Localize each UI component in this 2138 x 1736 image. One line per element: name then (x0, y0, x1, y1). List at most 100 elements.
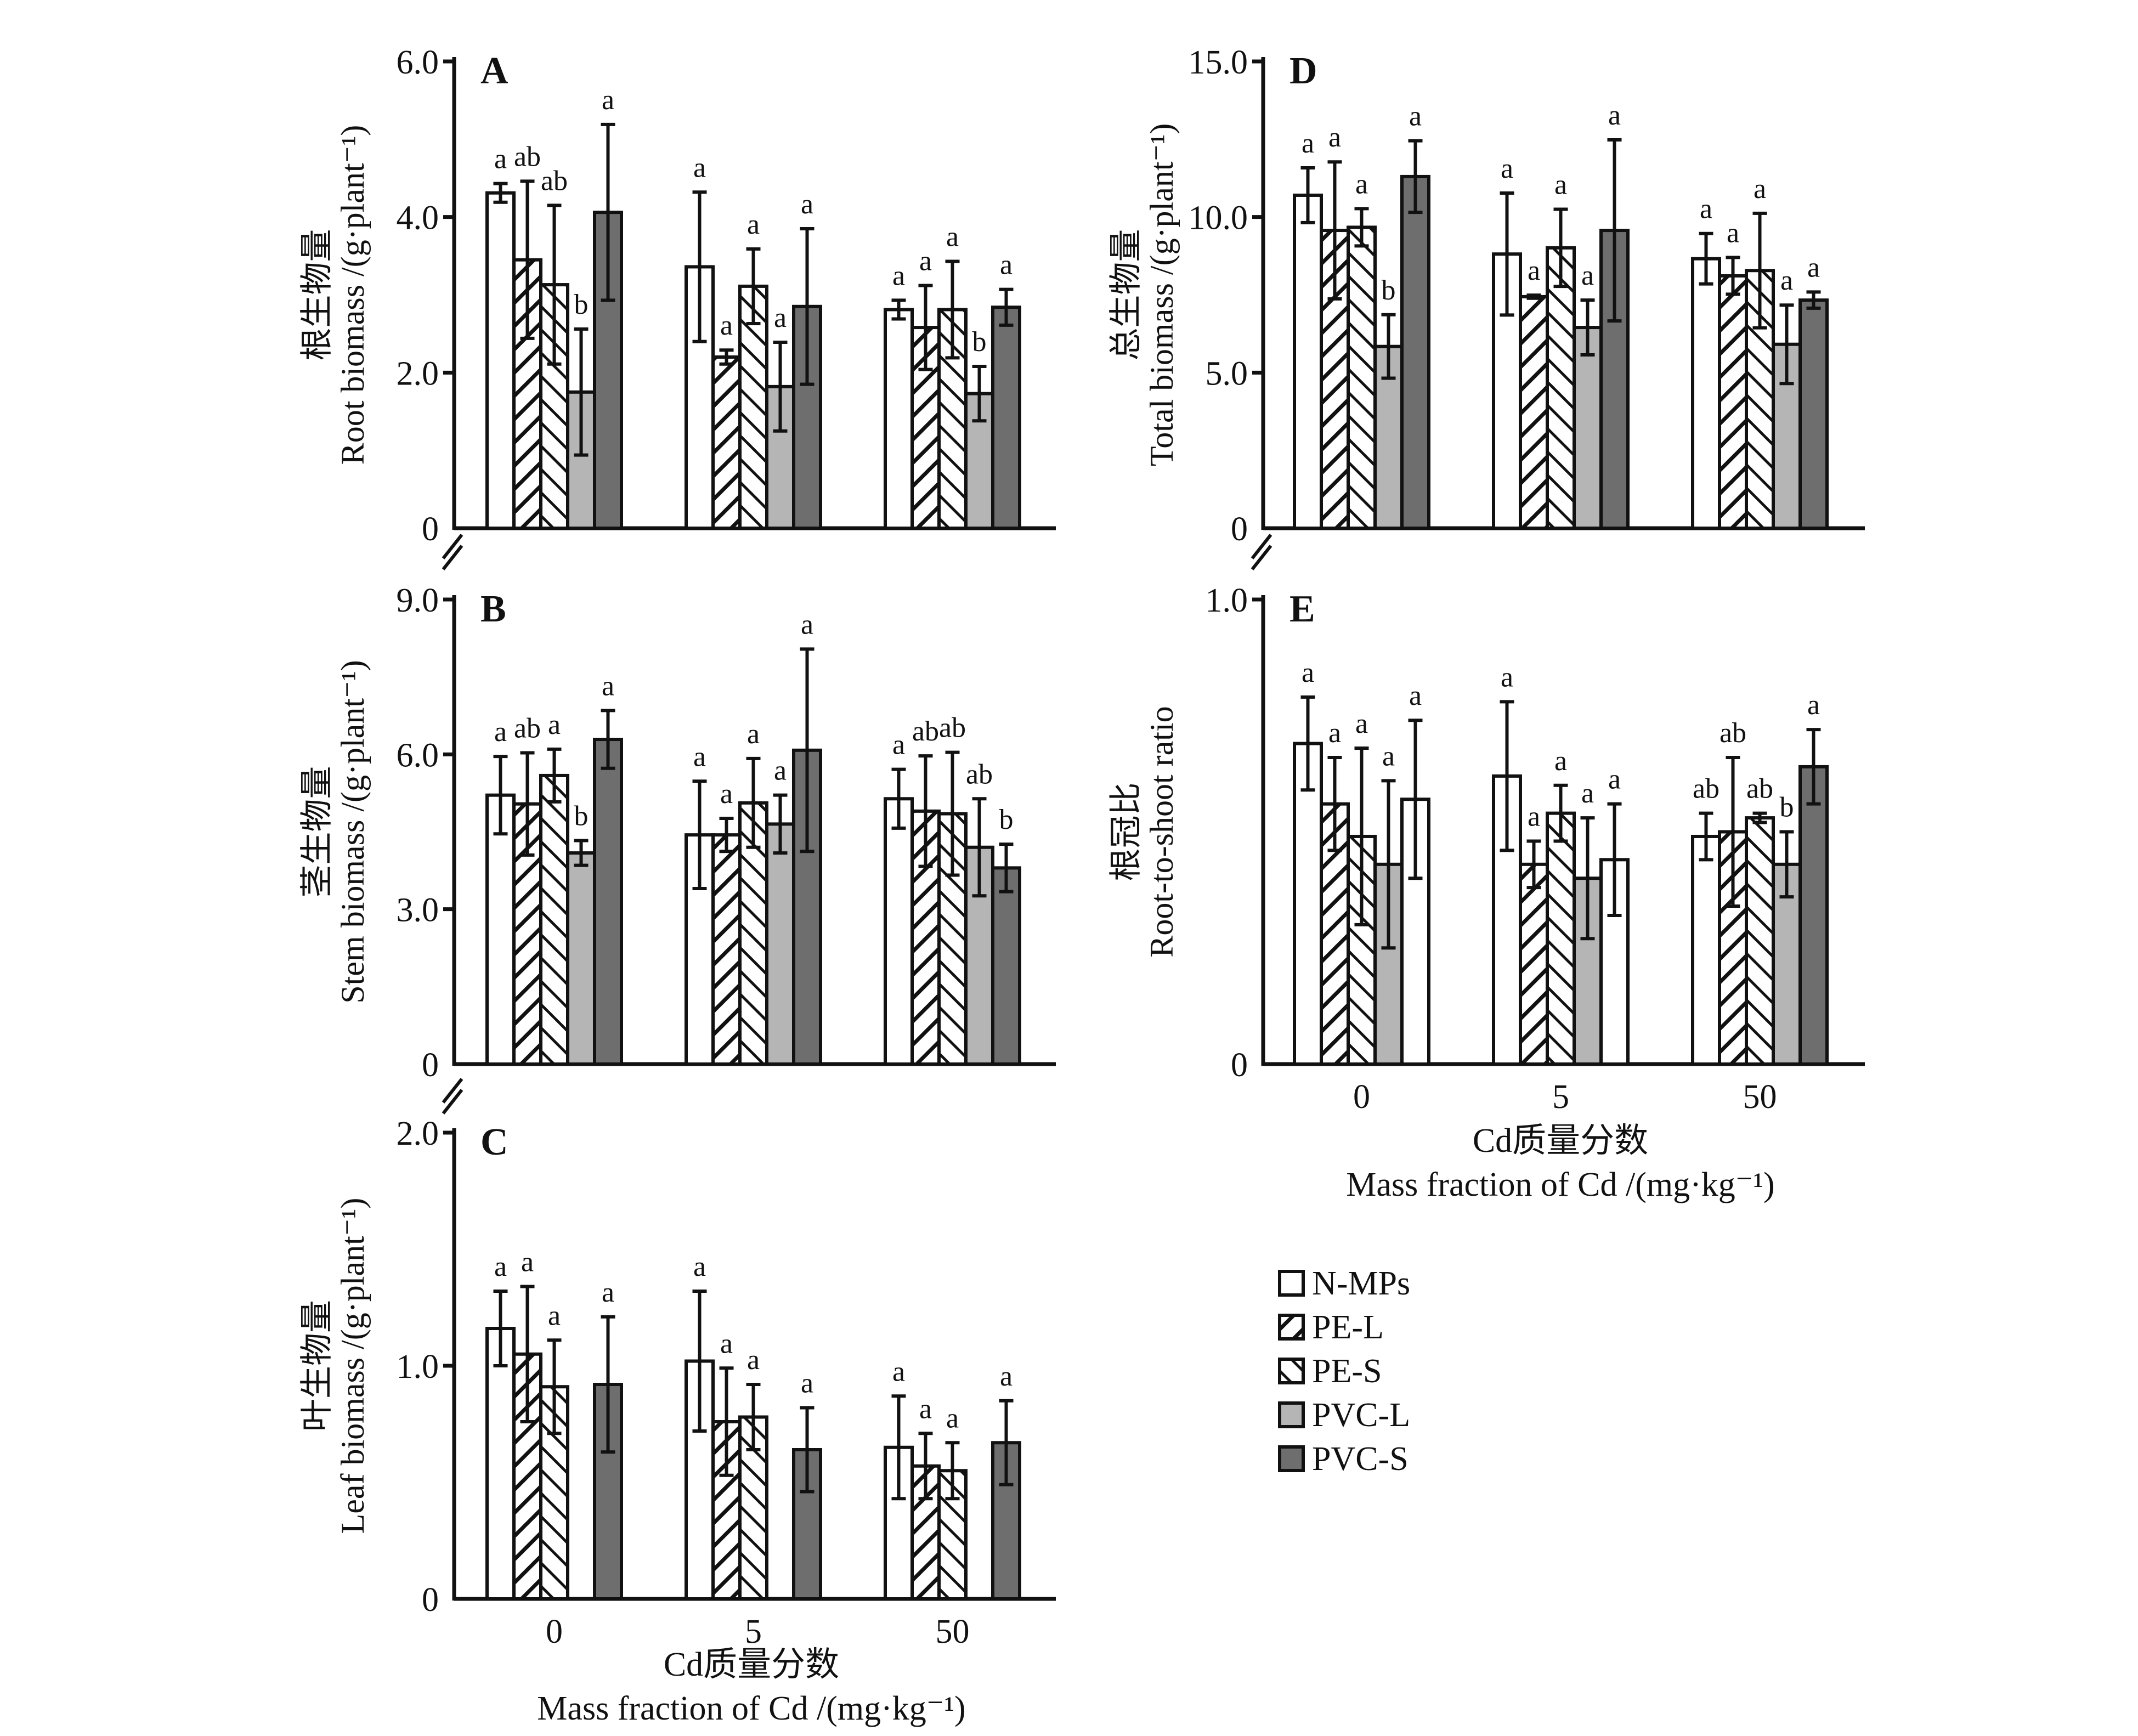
legend-swatch (1278, 1270, 1305, 1297)
significance-letter: ab (1693, 773, 1720, 805)
significance-letter: b (574, 289, 589, 320)
x-tick-label: 5 (745, 1613, 762, 1650)
bar (1293, 193, 1323, 530)
x-tick-label: 50 (936, 1613, 970, 1650)
x-axis-title-cn-right: Cd质量分数 (1473, 1122, 1648, 1160)
bar (991, 866, 1021, 1066)
significance-letter: a (774, 755, 787, 787)
significance-letter: a (1409, 680, 1422, 711)
y-tick-label: 2.0 (397, 355, 439, 392)
significance-letter: a (1528, 255, 1540, 286)
significance-letter: a (946, 222, 959, 253)
significance-letter: a (602, 84, 614, 116)
significance-letter: ab (966, 759, 993, 790)
legend-label: PVC-S (1312, 1440, 1409, 1478)
bar (1798, 298, 1829, 530)
x-tick-label: 0 (546, 1613, 563, 1650)
significance-letter: a (892, 260, 905, 291)
y-tick-label: 0 (1231, 1047, 1248, 1084)
bar (1745, 816, 1775, 1066)
legend-label: PVC-L (1312, 1396, 1410, 1434)
legend-swatch (1278, 1358, 1305, 1384)
y-tick-label: 15.0 (1189, 44, 1248, 81)
bar (566, 851, 596, 1066)
y-tick-label: 0 (422, 1047, 439, 1084)
legend-swatch (1278, 1401, 1305, 1428)
bar (1546, 246, 1576, 530)
significance-letter: a (1355, 708, 1368, 739)
significance-letter: a (919, 1393, 932, 1424)
panel-letter: C (480, 1121, 508, 1163)
y-tick-label: 9.0 (397, 582, 439, 619)
bar (593, 738, 623, 1066)
legend-swatch (1278, 1445, 1305, 1472)
significance-letter: a (1302, 128, 1314, 159)
x-axis-title-cn-left: Cd质量分数 (664, 1646, 839, 1683)
axis-break-left-1 (442, 534, 463, 570)
x-axis-title-en-right: Mass fraction of Cd /(mg·kg⁻¹) (1346, 1166, 1774, 1203)
significance-letter: ab (514, 713, 541, 744)
bar (485, 191, 516, 530)
significance-letter: a (1554, 745, 1567, 777)
x-tick-label: 5 (1552, 1078, 1569, 1116)
significance-letter: a (1807, 252, 1820, 283)
bar (485, 1327, 516, 1601)
x-axis-title-en-left: Mass fraction of Cd /(mg·kg⁻¹) (537, 1690, 965, 1727)
legend-label: PE-S (1312, 1353, 1382, 1390)
significance-letter: a (720, 1328, 733, 1359)
significance-letter: a (1780, 265, 1793, 296)
bar (1573, 326, 1603, 530)
significance-letter: a (1700, 194, 1712, 225)
significance-letter: a (548, 1300, 561, 1331)
axis-break-left-2 (442, 1078, 463, 1115)
significance-letter: ab (939, 713, 966, 744)
significance-letter: a (1581, 260, 1594, 291)
panel-letter: A (480, 50, 508, 92)
significance-letter: ab (514, 141, 541, 172)
y-tick-label: 2.0 (397, 1115, 439, 1152)
bar (539, 773, 569, 1066)
bar (1519, 295, 1549, 530)
y-axis-title-cn: 根生物量 (299, 229, 335, 361)
significance-letter: a (494, 716, 507, 748)
bar (1519, 862, 1549, 1066)
y-tick-label: 1.0 (397, 1348, 439, 1386)
significance-letter: a (801, 609, 813, 640)
panel-root-biomass: 0 2.0 4.0 6.0 A 根生物量 Root biomass /(g·plant⁻¹)… (299, 44, 1056, 548)
significance-letter: a (720, 778, 733, 810)
legend-label: N-MPs (1312, 1265, 1410, 1302)
legend-label: PE-L (1312, 1309, 1384, 1346)
bar (765, 822, 795, 1066)
significance-letter: a (693, 152, 706, 183)
significance-letter: a (1581, 778, 1594, 809)
significance-letter: a (946, 1403, 959, 1434)
y-axis-title-cn: 根冠比 (1108, 783, 1144, 881)
significance-letter: a (1501, 661, 1513, 693)
significance-letter: a (1355, 168, 1368, 200)
significance-letter: a (892, 730, 905, 761)
panel-letter: B (480, 588, 506, 630)
significance-letter: b (1780, 792, 1794, 823)
y-tick-label: 3.0 (397, 892, 439, 929)
significance-letter: a (548, 709, 561, 740)
significance-letter: a (693, 1251, 706, 1282)
bar (1798, 765, 1829, 1066)
significance-letter: a (1528, 801, 1540, 832)
significance-letter: ab (1720, 717, 1746, 749)
bar (738, 284, 768, 530)
significance-letter: a (1754, 173, 1766, 205)
bar (1546, 811, 1576, 1066)
significance-letter: a (774, 302, 787, 333)
significance-letter: b (999, 804, 1014, 835)
bar (991, 306, 1021, 530)
y-tick-label: 10.0 (1189, 200, 1248, 237)
y-axis-title-en: Stem biomass /(g·plant⁻¹) (335, 660, 371, 1003)
y-axis-title-cn: 茎生物量 (299, 766, 335, 898)
panel-letter: D (1289, 50, 1317, 92)
significance-letter: a (1608, 100, 1621, 131)
y-axis-title-cn: 叶生物量 (299, 1300, 335, 1432)
significance-letter: a (521, 1247, 534, 1278)
significance-letter: a (747, 1344, 760, 1376)
